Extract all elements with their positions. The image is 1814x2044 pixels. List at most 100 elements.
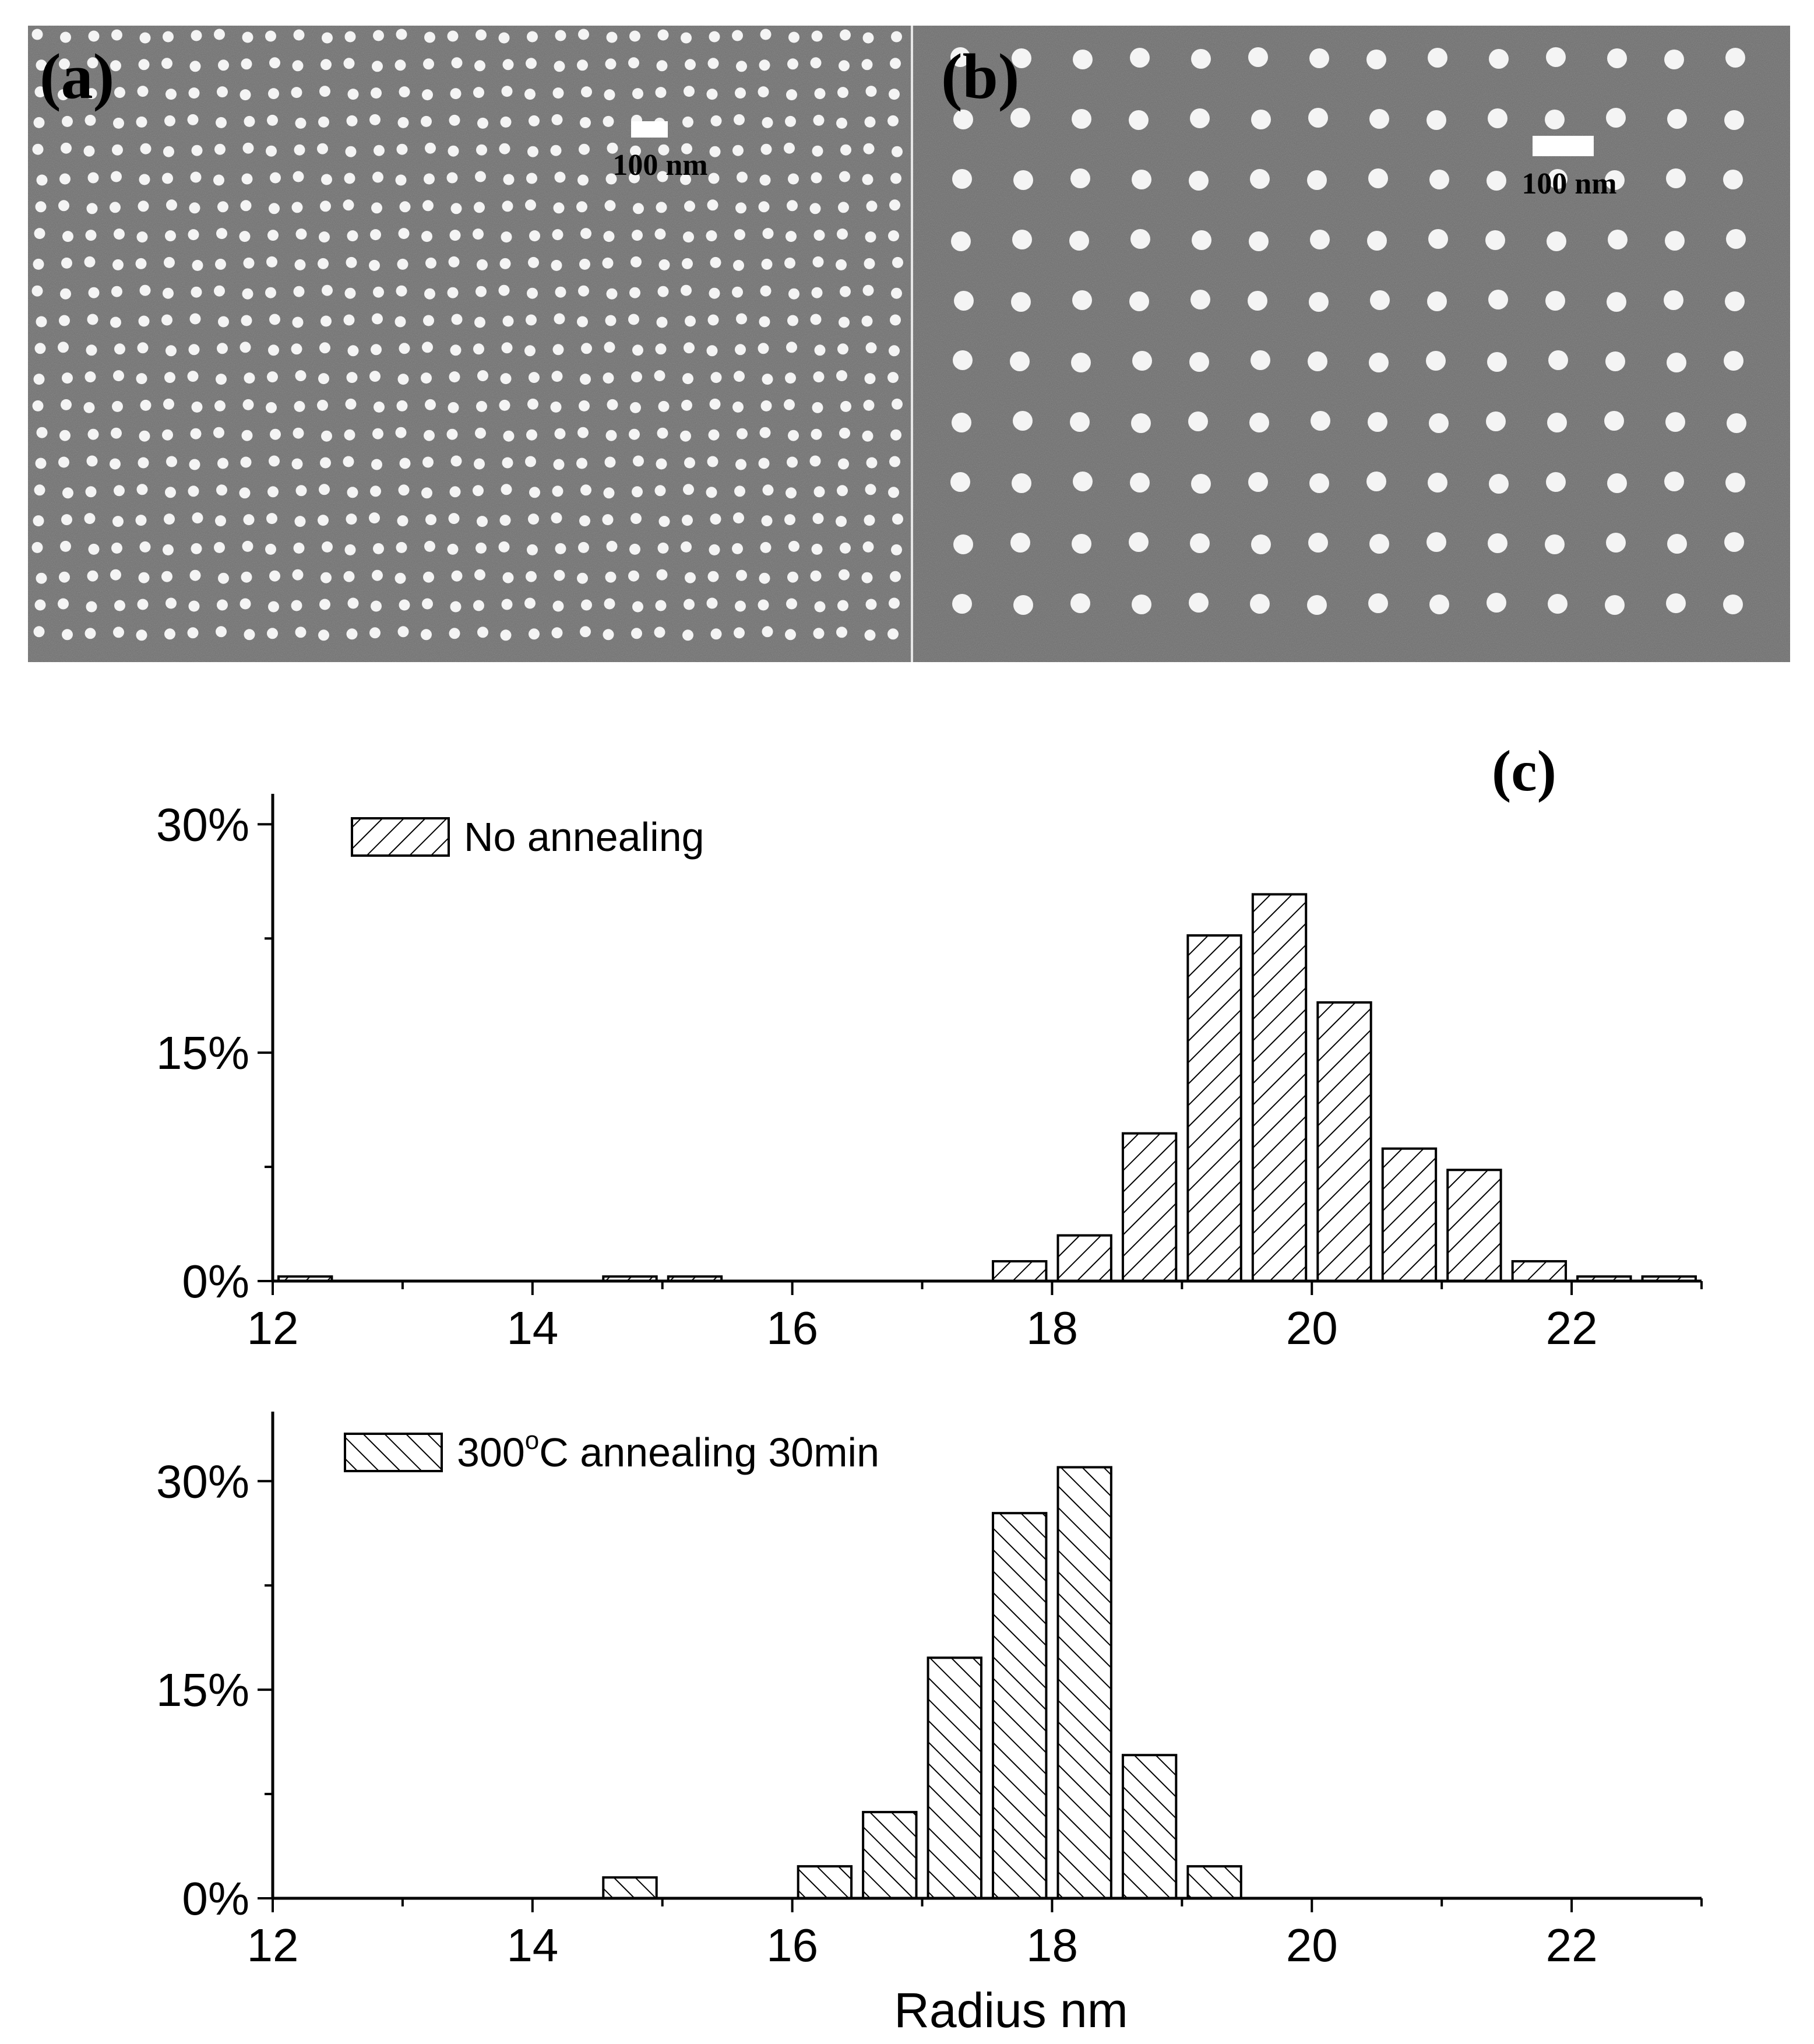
sem-a-dot — [862, 32, 874, 44]
sem-a-dot — [86, 88, 97, 100]
sem-a-dot — [114, 228, 125, 240]
sem-a-dot — [682, 116, 693, 128]
sem-a-dot — [347, 89, 359, 100]
sem-a-dot — [451, 314, 463, 325]
sem-a-dot — [655, 600, 667, 611]
sem-a-dot — [525, 456, 536, 467]
scalebar-a-label: 100 nm — [612, 149, 707, 182]
sem-a-dot — [682, 373, 693, 385]
sem-a-dot — [837, 343, 848, 355]
sem-a-dot — [370, 229, 381, 241]
sem-a-dot — [524, 597, 536, 609]
sem-a-dot — [657, 29, 669, 41]
sem-b-dot — [954, 291, 974, 311]
sem-a-dot — [475, 286, 487, 297]
sem-a-dot — [811, 287, 823, 298]
sem-a-dot — [242, 540, 253, 552]
sem-b-dot — [1426, 532, 1446, 552]
sem-a-dot — [864, 116, 876, 128]
sem-a-dot — [865, 231, 876, 243]
sem-a-dot — [477, 370, 488, 382]
sem-a-dot — [788, 288, 799, 300]
sem-b-dot — [952, 594, 972, 614]
bottom-x-tick-label: 16 — [766, 1919, 818, 1971]
sem-b-dot — [1129, 291, 1149, 311]
sem-b-dot — [1191, 49, 1211, 69]
sem-b-dot — [1248, 472, 1268, 492]
sem-b-dot — [1369, 353, 1389, 372]
sem-a-dot — [165, 345, 177, 357]
sem-b-dot — [1189, 352, 1209, 372]
sem-a-dot — [477, 259, 488, 270]
sem-a-dot — [371, 459, 382, 470]
sem-a-dot — [529, 487, 540, 498]
sem-a-dot — [138, 457, 149, 469]
sem-a-dot — [656, 316, 668, 328]
sem-a-dot — [164, 513, 175, 525]
sem-a-dot — [864, 258, 875, 269]
sem-a-dot — [839, 569, 850, 581]
sem-a-dot — [840, 29, 851, 41]
sem-b-dot — [1308, 108, 1328, 128]
sem-a-dot — [293, 286, 305, 297]
sem-a-dot — [861, 315, 873, 327]
sem-a-dot — [706, 487, 717, 498]
sem-b-dot — [1248, 47, 1268, 67]
sem-b-dots — [950, 47, 1746, 615]
sem-a-dot — [241, 315, 252, 326]
sem-b-dot — [1012, 48, 1031, 68]
scalebar-a — [631, 121, 668, 138]
sem-a-dot — [32, 400, 44, 411]
sem-a-dot — [136, 484, 148, 495]
bottom-bar — [602, 1876, 658, 1900]
sem-a-dot — [602, 257, 614, 269]
sem-a-dot — [189, 313, 201, 325]
sem-a-dot — [111, 29, 122, 41]
sem-a-dot — [110, 202, 121, 213]
sem-b-dot — [1724, 351, 1743, 371]
sem-a-dot — [552, 344, 564, 356]
sem-a-dot — [760, 400, 772, 411]
sem-a-dot — [684, 457, 695, 469]
sem-a-dot — [581, 599, 592, 611]
sem-a-dot — [787, 456, 798, 468]
sem-a-dot — [787, 315, 798, 326]
sem-b-texture — [913, 26, 1790, 662]
sem-a-dot — [373, 286, 384, 298]
sem-a-dot — [317, 143, 328, 154]
sem-a-dot — [476, 144, 487, 156]
sem-a-dot — [398, 228, 410, 240]
sem-b-dot — [1726, 229, 1746, 249]
bottom-bar — [862, 1811, 918, 1899]
sem-a-dot — [837, 485, 848, 497]
bottom-bar — [1121, 1754, 1178, 1900]
sem-b-dot — [1667, 109, 1687, 129]
sem-a-dot — [344, 544, 356, 555]
sem-a-dot — [865, 86, 877, 97]
sem-b-dot — [1250, 169, 1270, 189]
histogram-no-annealing: 12 14 16 18 20 22 0% 15% 30% No annealing — [156, 794, 1703, 1354]
sem-b-dot — [1307, 170, 1327, 190]
sem-a-dot — [135, 258, 147, 269]
sem-a-dot — [762, 117, 773, 128]
sem-a-dot — [786, 598, 797, 610]
sem-a-dot — [784, 257, 795, 269]
sem-a-dot — [371, 202, 382, 214]
sem-a-dot — [215, 515, 226, 527]
panel-divider — [911, 26, 913, 662]
bottom-bar — [1056, 1466, 1112, 1899]
sem-b-dot — [1309, 473, 1329, 493]
sem-a-dot — [758, 86, 769, 98]
sem-a-dot — [291, 343, 302, 355]
sem-b-dot — [1605, 351, 1625, 371]
sem-a-dot — [709, 398, 721, 410]
sem-a-dot — [732, 543, 743, 554]
sem-a-dot — [343, 456, 354, 467]
sem-a-dot — [136, 231, 148, 243]
sem-b-dot — [1428, 229, 1448, 249]
sem-a-dot — [218, 572, 229, 584]
sem-a-dot — [188, 486, 199, 497]
sem-a-dot — [217, 458, 228, 469]
sem-b-dot — [1607, 292, 1626, 312]
sem-a-dot — [450, 88, 462, 100]
